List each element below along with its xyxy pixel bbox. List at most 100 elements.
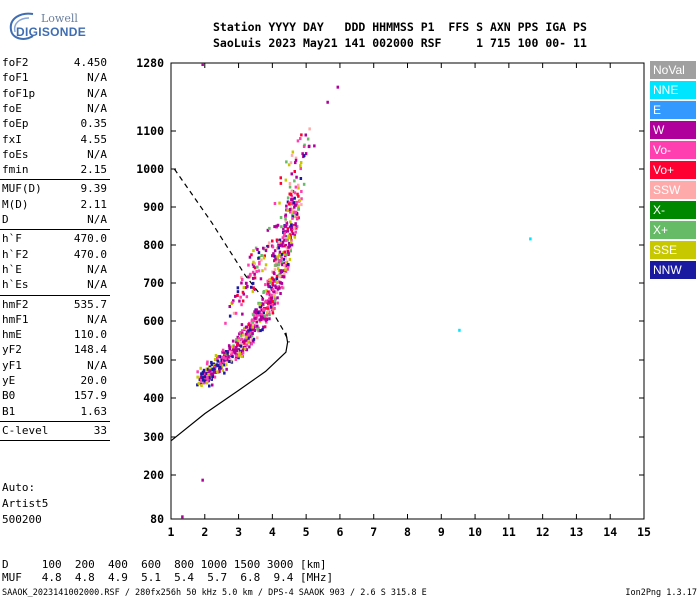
echo-mark	[251, 320, 255, 324]
echo-mark	[237, 353, 241, 357]
echo-mark	[210, 363, 213, 366]
echo-mark	[282, 227, 285, 231]
echo-mark	[294, 161, 297, 165]
echo-mark	[288, 202, 291, 206]
param-value: 470.0	[73, 232, 107, 246]
echo-mark	[269, 278, 272, 281]
echo-mark	[299, 137, 302, 141]
param-row: B1 1.63	[2, 405, 107, 420]
echo-mark	[279, 261, 282, 265]
echo-mark	[291, 213, 294, 217]
echo-mark	[203, 375, 206, 379]
echo-mark	[206, 367, 210, 371]
echo-mark	[259, 304, 262, 308]
param-row: yF2 148.4	[2, 343, 107, 358]
echo-mark	[261, 269, 264, 273]
echo-mark	[278, 250, 282, 254]
isolated-echo	[181, 515, 184, 519]
param-value: N/A	[87, 262, 107, 276]
echo-mark	[273, 249, 277, 253]
param-label: MUF(D)	[2, 182, 42, 196]
echo-mark	[286, 208, 289, 212]
echo-mark	[239, 330, 242, 334]
echo-mark	[297, 183, 300, 187]
echo-mark	[251, 281, 255, 285]
echo-mark	[300, 133, 303, 137]
echo-mark	[274, 284, 277, 288]
echo-mark	[284, 261, 288, 264]
echo-mark	[245, 343, 249, 347]
header-line1: Station YYYY DAY DDD HHMMSS P1 FFS S AXN…	[213, 20, 587, 34]
echo-mark	[288, 192, 291, 196]
echo-mark	[252, 313, 255, 317]
echo-mark	[285, 253, 288, 257]
echo-mark	[282, 275, 286, 279]
echo-mark	[301, 152, 304, 156]
echo-mark	[266, 290, 270, 294]
echo-mark	[258, 313, 261, 317]
legend-item: SSW	[650, 181, 696, 199]
x-tick-label: 11	[502, 525, 516, 539]
echo-mark	[266, 245, 269, 249]
isolated-echo	[458, 328, 461, 332]
echo-mark	[283, 252, 287, 256]
direction-legend: NoVal NNE E W Vo- Vo+ SSW X- X+ SSE NNW	[650, 61, 696, 281]
x-tick-label: 9	[438, 525, 445, 539]
param-row: hmF1 N/A	[2, 313, 107, 328]
echo-mark	[227, 350, 230, 353]
echo-mark	[240, 303, 243, 307]
echo-mark	[272, 252, 275, 256]
echo-mark	[263, 254, 266, 258]
echo-mark	[286, 196, 290, 200]
echo-mark	[299, 177, 303, 180]
legend-item: X-	[650, 201, 696, 219]
echo-mark	[201, 370, 205, 374]
echo-mark	[210, 360, 213, 364]
echo-mark	[293, 232, 297, 236]
echo-mark	[300, 190, 303, 193]
echo-mark	[273, 254, 276, 258]
echo-mark	[294, 185, 298, 189]
echo-mark	[296, 192, 299, 196]
echo-mark	[234, 311, 238, 315]
echo-mark	[273, 259, 276, 263]
distance-row: D 100 200 400 600 800 1000 1500 3000 [km…	[2, 558, 327, 571]
echo-mark	[278, 259, 281, 263]
echo-mark	[279, 292, 282, 295]
logo-line2: DIGISONDE	[16, 25, 87, 39]
echo-mark	[289, 210, 292, 214]
echo-mark	[275, 274, 279, 278]
param-value: 157.9	[73, 389, 107, 403]
echo-mark	[294, 210, 297, 214]
echo-mark	[290, 240, 293, 244]
echo-mark	[251, 323, 255, 327]
echo-mark	[290, 190, 293, 194]
legend-item: Vo-	[650, 141, 696, 159]
echo-mark	[283, 238, 286, 242]
param-separator	[0, 179, 110, 181]
echo-mark	[255, 320, 258, 324]
echo-mark	[289, 161, 293, 165]
echo-mark	[256, 336, 259, 340]
legend-item: NNW	[650, 261, 696, 279]
param-row: MUF(D) 9.39	[2, 182, 107, 197]
param-label: foF1p	[2, 86, 36, 100]
echo-mark	[300, 197, 303, 201]
echo-mark	[253, 272, 256, 276]
echo-mark	[250, 253, 253, 257]
echo-mark	[253, 288, 256, 291]
echo-mark	[232, 347, 235, 351]
echo-mark	[282, 230, 285, 234]
echo-mark	[284, 254, 287, 258]
echo-mark	[267, 282, 270, 286]
echo-mark	[260, 258, 263, 262]
echo-mark	[240, 337, 244, 341]
echo-mark	[269, 301, 272, 305]
legend-item: NNE	[650, 81, 696, 99]
echo-mark	[231, 349, 235, 353]
echo-mark	[276, 255, 279, 259]
echo-mark	[278, 274, 282, 278]
echo-mark	[296, 139, 300, 143]
echo-mark	[283, 231, 286, 235]
x-tick-label: 7	[370, 525, 377, 539]
